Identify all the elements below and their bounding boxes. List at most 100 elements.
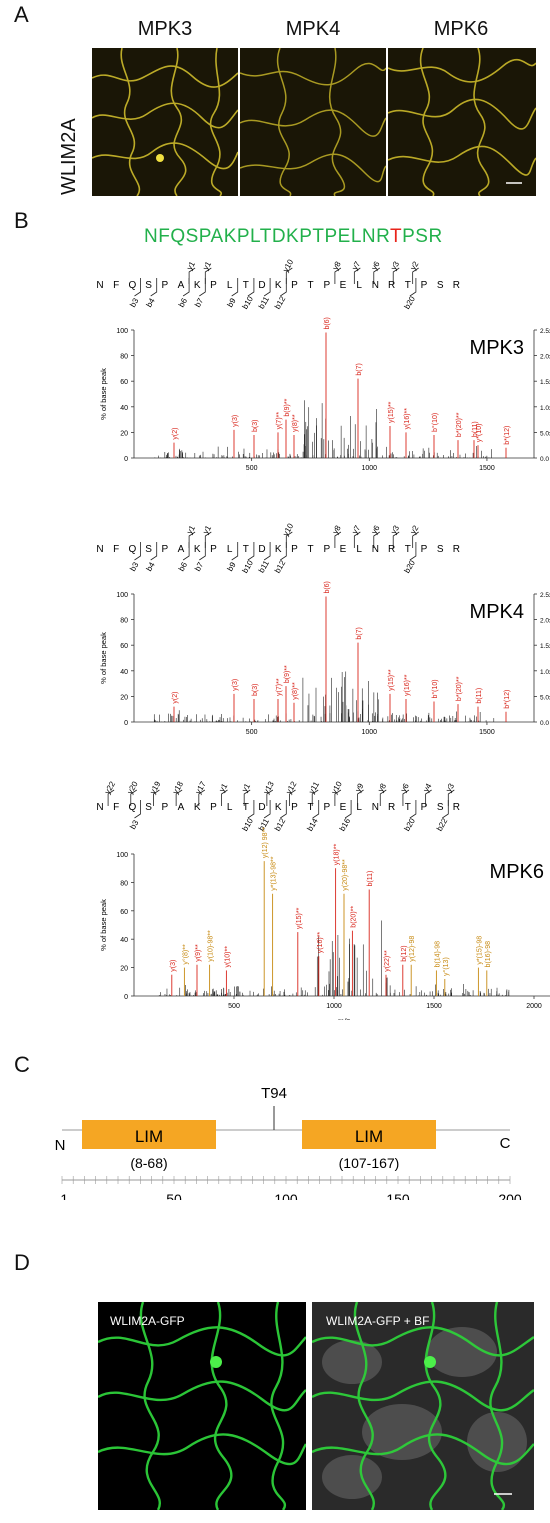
b-ion-bracket <box>280 278 287 297</box>
micrograph-gfp-bf: WLIM2A-GFP + BF <box>312 1302 534 1510</box>
y-ion-bracket <box>353 267 361 284</box>
y-ion-label: y12 <box>284 780 299 796</box>
sequence-residue: L <box>227 280 233 291</box>
y-ion-bracket <box>130 789 138 806</box>
y2-tick-label: 1.0x10⁴ <box>540 669 550 676</box>
b-ion-bracket <box>199 278 206 297</box>
peak-label: y(10)-98** <box>208 930 215 962</box>
b-ion-label: b12 <box>273 558 288 575</box>
y2-tick-label: 0.0 <box>540 720 549 727</box>
y2-tick-label: 1.5x10⁴ <box>540 643 550 650</box>
sequence-residue: P <box>323 280 330 291</box>
panel-b-letter: B <box>14 208 29 233</box>
sequence-residue: K <box>194 544 201 555</box>
spectrum-mpk4: N F Q S P A K P L T D K P T P E L N R T P S Ry1 y1 y10 y8 y7 y6 y3 y2… <box>96 521 550 752</box>
b-ion-label: b11 <box>257 559 271 575</box>
x-tick-label: 1000 <box>362 465 378 472</box>
sequence-residue: D <box>258 544 265 555</box>
sequence-residue: R <box>388 544 395 555</box>
peak-label: y(16)** <box>317 932 324 954</box>
sequence-residue: E <box>340 802 347 813</box>
micrograph-gfp-cells <box>98 1302 306 1510</box>
micrograph-mpk3-cells <box>92 48 238 196</box>
peak-label: b(11) <box>476 688 483 704</box>
y-ion-bracket <box>266 789 274 806</box>
y-tick-label: 0 <box>124 456 128 463</box>
peptide-sequence: NFQSPAKPLTDKPTPELNRTPSR <box>144 226 443 248</box>
b-ion-label: b12 <box>273 816 288 833</box>
peak-label: y(15)** <box>296 907 303 929</box>
b-ion-label: b12 <box>273 294 288 311</box>
y-ion-label: y13 <box>262 780 277 796</box>
peak-label: y(15)** <box>388 669 395 691</box>
peak-label: b(16)-98 <box>485 941 492 968</box>
b-ion-label: b10 <box>240 294 255 311</box>
sequence-residue: P <box>161 802 168 813</box>
sequence-residue: S <box>437 802 444 813</box>
x-tick-label: 1000 <box>362 729 378 736</box>
y-axis-label: % of base peak <box>99 632 108 684</box>
b-ion-bracket <box>280 542 287 561</box>
sequence-residue: R <box>388 280 395 291</box>
sequence-residue: T <box>243 544 249 555</box>
b-ion-label: b10 <box>240 558 255 575</box>
b-ion-bracket <box>182 278 190 297</box>
spectrum-mpk3: N F Q S P A K P L T D K P T P E L N R T P S Ry1 y1 y10 y8 y7 y6 y3 y2… <box>96 257 550 488</box>
b-ion-label: b3 <box>128 818 141 831</box>
y-tick-label: 80 <box>120 618 128 625</box>
peak-label: y*(13)-98** <box>271 856 278 891</box>
b-ion-label: b6 <box>177 560 190 573</box>
panel-d-letter: D <box>14 1250 30 1275</box>
peak-label: b(11) <box>472 421 479 437</box>
b-ion-label: b20 <box>402 558 417 575</box>
sequence-residue: N <box>372 544 379 555</box>
micrograph-mpk6-cells <box>388 48 536 196</box>
y-ion-label: y1 <box>240 781 252 793</box>
y-ion-label: y3 <box>389 523 401 535</box>
row-label-wlim2a: WLIM2A <box>58 118 80 195</box>
peak-label: b(7) <box>356 363 363 375</box>
c-terminus-label: C <box>500 1135 511 1152</box>
y-ion-bracket <box>402 789 410 806</box>
sequence-residue: T <box>243 802 249 813</box>
y-tick-label: 20 <box>120 694 128 701</box>
peak-label: y(2) <box>172 692 179 704</box>
y-tick-label: 0 <box>124 994 128 1001</box>
b-ion-bracket <box>182 542 190 561</box>
sequence-residue: T <box>405 280 411 291</box>
y-ion-label: y22 <box>103 780 118 796</box>
sequence-residue: T <box>308 802 314 813</box>
y-ion-label: y19 <box>148 780 163 796</box>
sequence-residue: R <box>453 280 460 291</box>
y-tick-label: 80 <box>120 880 128 887</box>
x-tick-label: 2000 <box>526 1003 542 1010</box>
y-ion-bracket <box>373 267 381 284</box>
y-ion-label: y1 <box>201 259 213 271</box>
x-tick-label: 1500 <box>479 729 495 736</box>
sequence-residue: E <box>340 544 347 555</box>
sequence-residue: A <box>178 544 185 555</box>
spectrum-title: MPK4 <box>470 601 524 623</box>
y-ion-label: y6 <box>370 523 382 535</box>
sequence-residue: N <box>96 802 103 813</box>
x-tick-label: 500 <box>246 465 258 472</box>
y2-tick-label: 5.0x10³ <box>540 694 550 701</box>
spectrum-title: MPK3 <box>470 337 524 359</box>
b-ion-label: b6 <box>177 296 190 309</box>
b-ion-bracket <box>231 278 239 297</box>
x-axis-label: m/z <box>338 1017 351 1020</box>
peak-label: b°(10) <box>431 679 439 698</box>
sequence-residue: L <box>356 802 362 813</box>
y-tick-label: 100 <box>116 328 128 335</box>
y2-tick-label: 2.0x10⁴ <box>540 618 550 625</box>
sequence-residue: Q <box>129 280 137 291</box>
y-ion-label: y1 <box>201 523 213 535</box>
x-tick-label: 500 <box>228 1003 240 1010</box>
peak-label: y(8)** <box>292 682 299 700</box>
lim-domain-1-label: LIM <box>135 1127 163 1146</box>
sequence-residue: A <box>178 280 185 291</box>
gfp-bf-panel-label: WLIM2A-GFP + BF <box>326 1314 430 1328</box>
fragment-ladder: N F Q S P A K P L T D K P T P E L N R T P S Ry1 y1 y10 y8 y7 y6 y3 y2… <box>96 521 460 575</box>
y-tick-label: 40 <box>120 405 128 412</box>
